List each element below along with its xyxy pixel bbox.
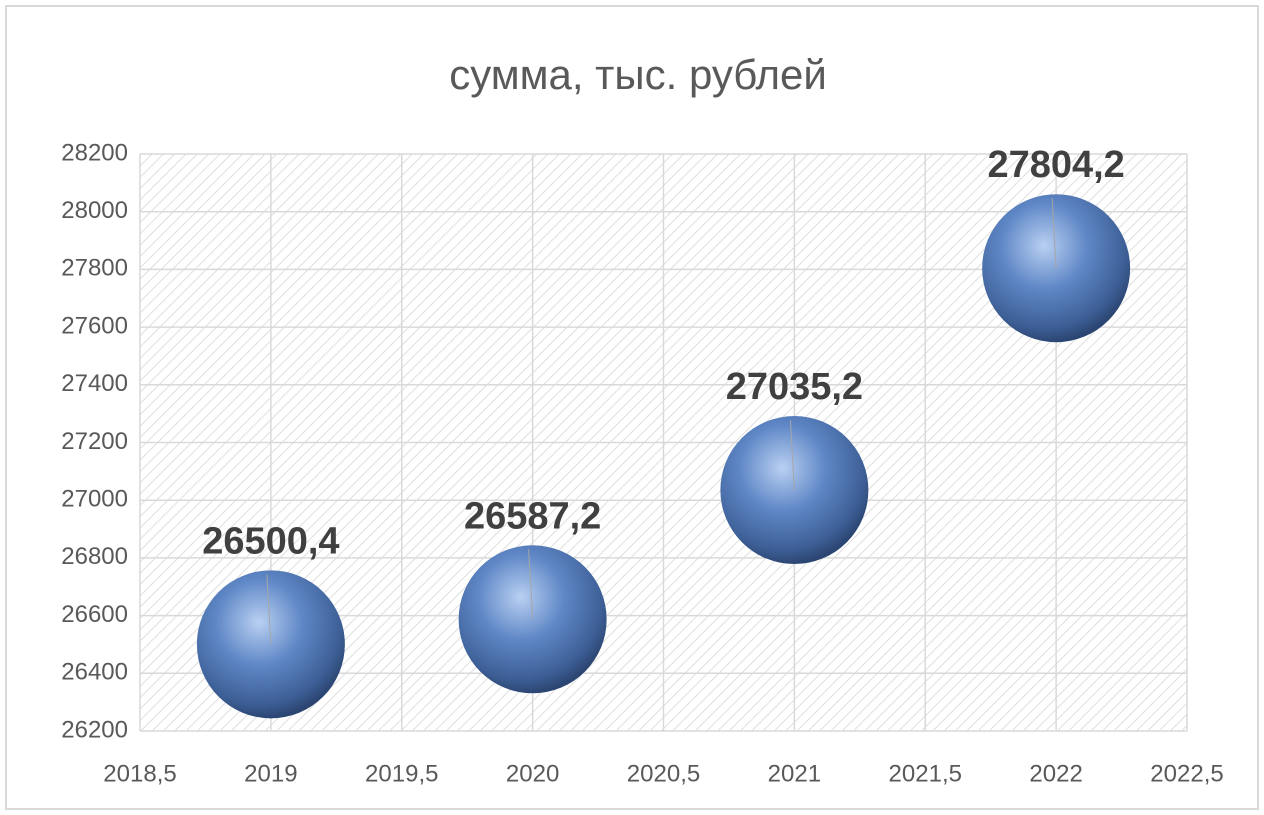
leader-line <box>266 574 272 645</box>
y-tick-label: 27800 <box>61 255 128 282</box>
y-tick-label: 26600 <box>61 601 128 628</box>
x-tick-label: 2020 <box>506 760 559 787</box>
leader-line <box>789 420 795 491</box>
x-tick-label: 2022 <box>1029 760 1082 787</box>
data-label: 27804,2 <box>987 144 1124 186</box>
y-tick-label: 28000 <box>61 197 128 224</box>
x-tick-label: 2019 <box>244 760 297 787</box>
data-label: 26587,2 <box>464 495 601 537</box>
leader-line <box>1051 198 1057 269</box>
y-tick-label: 26400 <box>61 659 128 686</box>
leader-line <box>528 549 534 620</box>
chart-title: сумма, тыс. рублей <box>449 51 827 98</box>
y-tick-label: 27400 <box>61 370 128 397</box>
x-tick-label: 2021 <box>768 760 821 787</box>
data-label: 26500,4 <box>202 520 339 562</box>
y-tick-label: 27200 <box>61 428 128 455</box>
x-tick-label: 2019,5 <box>365 760 438 787</box>
y-tick-label: 26800 <box>61 543 128 570</box>
y-tick-label: 27000 <box>61 486 128 513</box>
y-tick-label: 26200 <box>61 716 128 743</box>
x-tick-label: 2018,5 <box>103 760 176 787</box>
x-tick-label: 2021,5 <box>889 760 962 787</box>
y-tick-label: 28200 <box>61 139 128 166</box>
data-label: 27035,2 <box>726 366 863 408</box>
x-tick-label: 2020,5 <box>627 760 700 787</box>
x-tick-label: 2022,5 <box>1150 760 1223 787</box>
y-tick-label: 27600 <box>61 312 128 339</box>
